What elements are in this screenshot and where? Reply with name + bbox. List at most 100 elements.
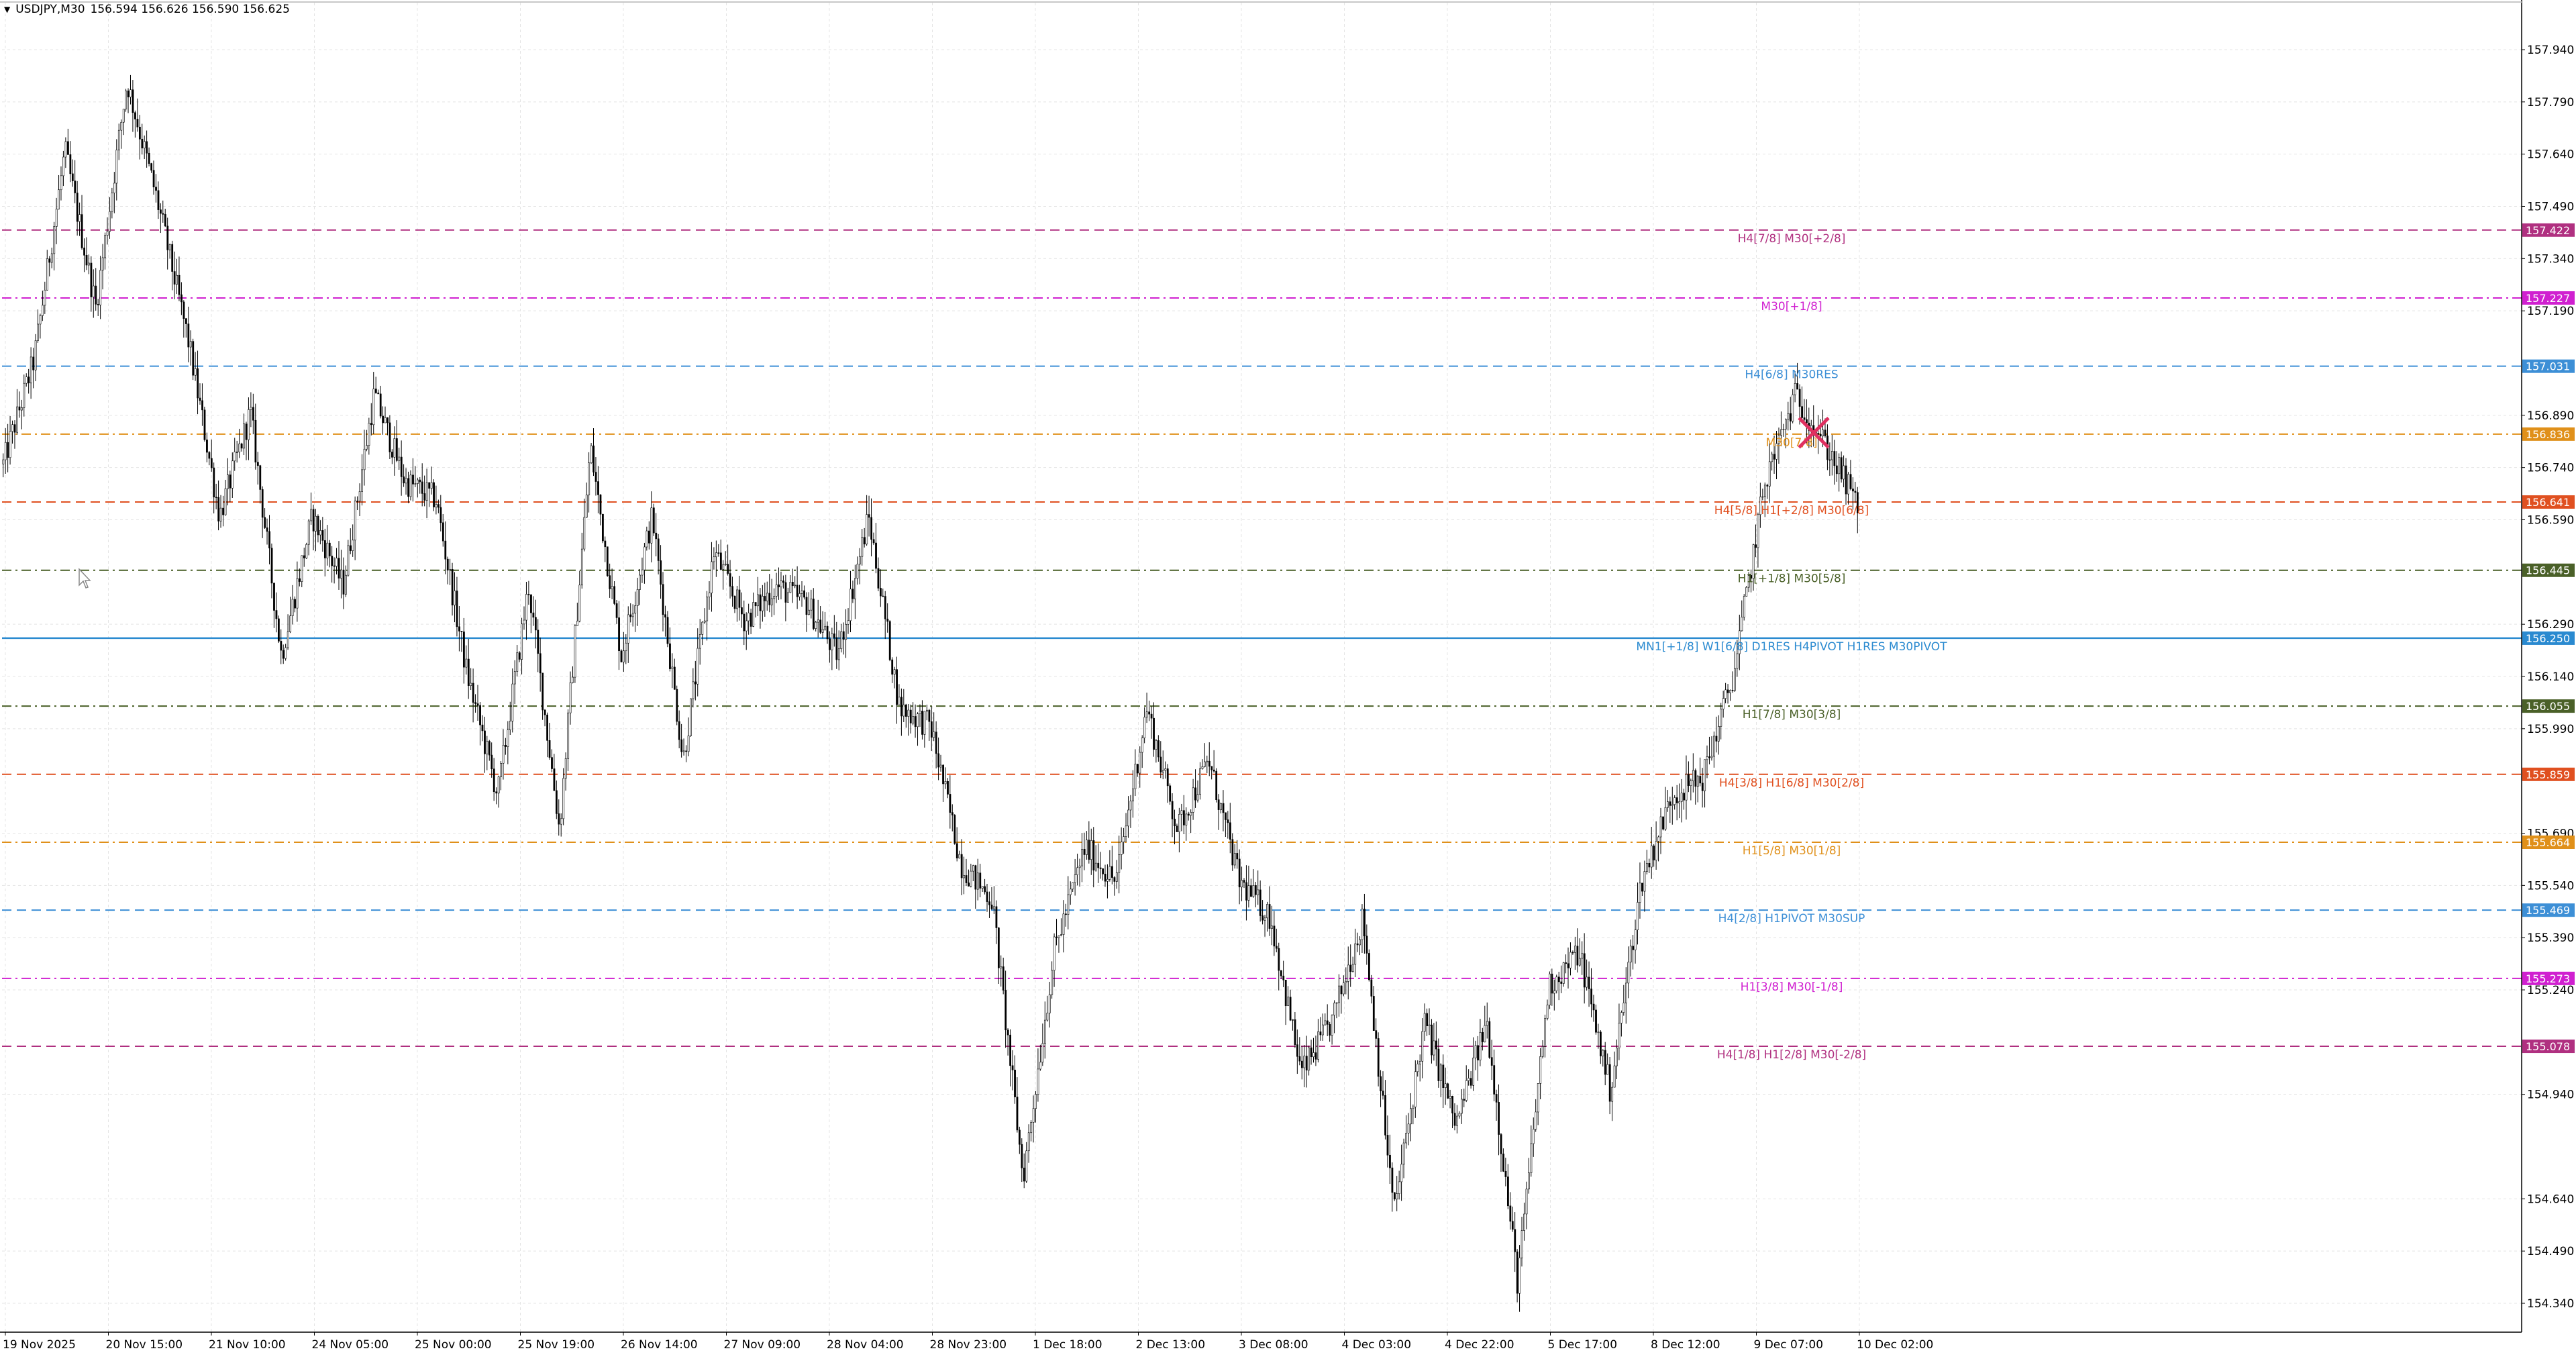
candle-body [1608,1064,1611,1102]
price-tag [2522,427,2575,441]
candle-body [988,901,990,905]
candle-body [1750,575,1753,579]
y-tick-label: 156.590 [2527,514,2574,527]
candle-body [798,593,801,597]
candle-body [1215,770,1218,800]
candle-body [1372,996,1375,1031]
candle-body [472,683,474,703]
candle-body [1035,1094,1037,1109]
price-tags: 157.422 157.227 157.031 156.836 156.641 156.4… [2522,223,2575,1054]
candle-body [880,588,882,597]
candle-body [1002,966,1004,991]
candle-body [1423,1013,1426,1032]
candle-body [1292,1019,1294,1021]
y-tick-label: 155.240 [2527,984,2574,997]
candle-body [1083,848,1086,855]
candle-body [1331,1015,1333,1036]
candle-body [1178,814,1180,832]
candle-body [321,530,324,541]
candle-body [1129,801,1132,811]
candle-body [1796,383,1799,390]
candle-body [1798,389,1801,407]
candle-body [1662,816,1664,829]
candle-body [1199,768,1201,795]
candle-body [817,619,819,623]
candle-body [1300,1060,1303,1068]
candle-body [847,620,849,625]
candle-body [1271,925,1273,929]
candle-body [1264,917,1266,921]
candle-body [1391,1167,1394,1193]
candle-body [152,170,155,188]
candle-body [631,613,634,617]
candle-body [1368,953,1370,980]
candle-body [1657,836,1660,842]
candle-body [886,618,889,622]
candle-body [1102,868,1104,874]
candle-body [1539,1056,1542,1084]
candle-body [317,515,319,536]
candle-body [1308,1047,1310,1070]
candle-body [120,121,123,131]
candle-body [1206,760,1208,762]
candle-body [240,443,243,449]
candle-body [837,648,840,660]
candle-body [1680,793,1683,802]
x-tick-label: 4 Dec 22:00 [1445,1338,1514,1352]
candle-body [1604,1050,1606,1075]
candle-body [189,341,192,348]
candle-body [1426,1013,1429,1026]
y-tick-label: 157.490 [2527,201,2574,214]
candle-body [1819,434,1822,437]
candle-body [1465,1080,1467,1101]
candle-body [42,305,44,316]
candle-body [974,865,977,890]
candle-body [801,590,803,594]
candle-body [803,590,805,598]
candle-body [831,634,833,650]
candle-body [858,556,861,564]
candle-body [560,818,562,825]
candle-body [425,482,428,501]
candle-body [323,540,326,558]
candle-body [1081,848,1083,866]
candle-body [39,315,42,325]
candle-body [1736,653,1739,669]
candle-body [55,209,58,227]
candle-body [1055,936,1058,938]
candle-body [849,589,852,621]
candle-body [1340,985,1343,995]
candle-body [1843,465,1845,480]
candle-body [1030,1122,1033,1134]
candle-body [1458,1113,1461,1117]
candle-body [1676,797,1678,803]
candle-body [416,479,419,484]
candle-body [909,709,912,723]
candle-body [1125,825,1127,837]
candle-body [301,555,303,582]
candle-body [109,211,111,232]
candle-body [1562,962,1565,984]
candle-body [1715,736,1718,742]
candle-body [1051,970,1053,995]
collapse-arrow-icon[interactable]: ▼ [4,5,11,14]
candle-body [185,318,187,324]
price-tag [2522,631,2575,645]
candle-body [963,875,966,878]
candle-body [400,456,403,477]
candle-body [495,791,498,794]
candle-body [666,617,669,644]
candle-body [1785,419,1787,430]
candle-body [1273,925,1276,947]
candle-body [542,672,544,711]
candle-body [576,621,578,626]
candle-body [1419,1061,1421,1064]
candle-body [289,615,292,632]
candle-body [1444,1083,1447,1089]
candle-body [437,504,440,508]
candle-body [1646,862,1648,872]
candle-body [1511,1221,1514,1230]
price-tag-label: 157.031 [2526,360,2570,373]
